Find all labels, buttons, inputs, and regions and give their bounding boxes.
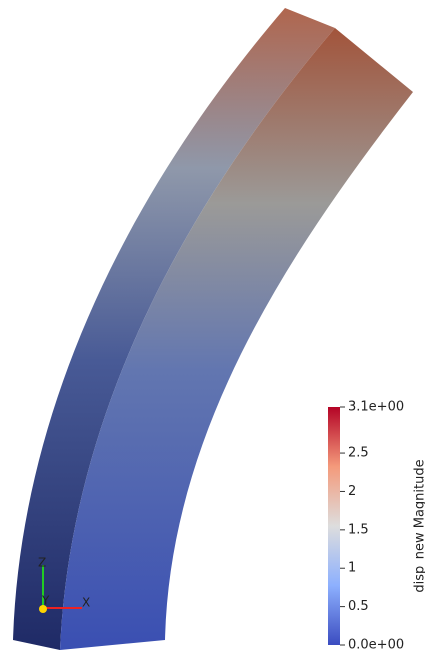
- y-label: Y: [41, 594, 50, 608]
- beam-right-face: [60, 28, 413, 650]
- colorbar-title: disp_new Magnitude: [413, 459, 425, 592]
- colorbar-tick-label: 0.5: [348, 599, 369, 614]
- y-axis: [39, 605, 47, 613]
- colorbar-tick-label: 2: [348, 484, 356, 499]
- z-label: Z: [38, 556, 46, 570]
- x-label: X: [82, 596, 90, 610]
- colorbar-tick-label: 1.5: [348, 522, 369, 537]
- beam-left-face: [13, 8, 335, 650]
- colorbar-tick-label: 3.1e+00: [348, 400, 404, 415]
- colorbar-tick-label: 2.5: [348, 446, 369, 461]
- colorbar-tick-label: 0.0e+00: [348, 638, 404, 653]
- colorbar-tick-label: 1: [348, 561, 356, 576]
- orientation-axes: Z X Y: [38, 556, 90, 613]
- colorbar: [328, 407, 340, 645]
